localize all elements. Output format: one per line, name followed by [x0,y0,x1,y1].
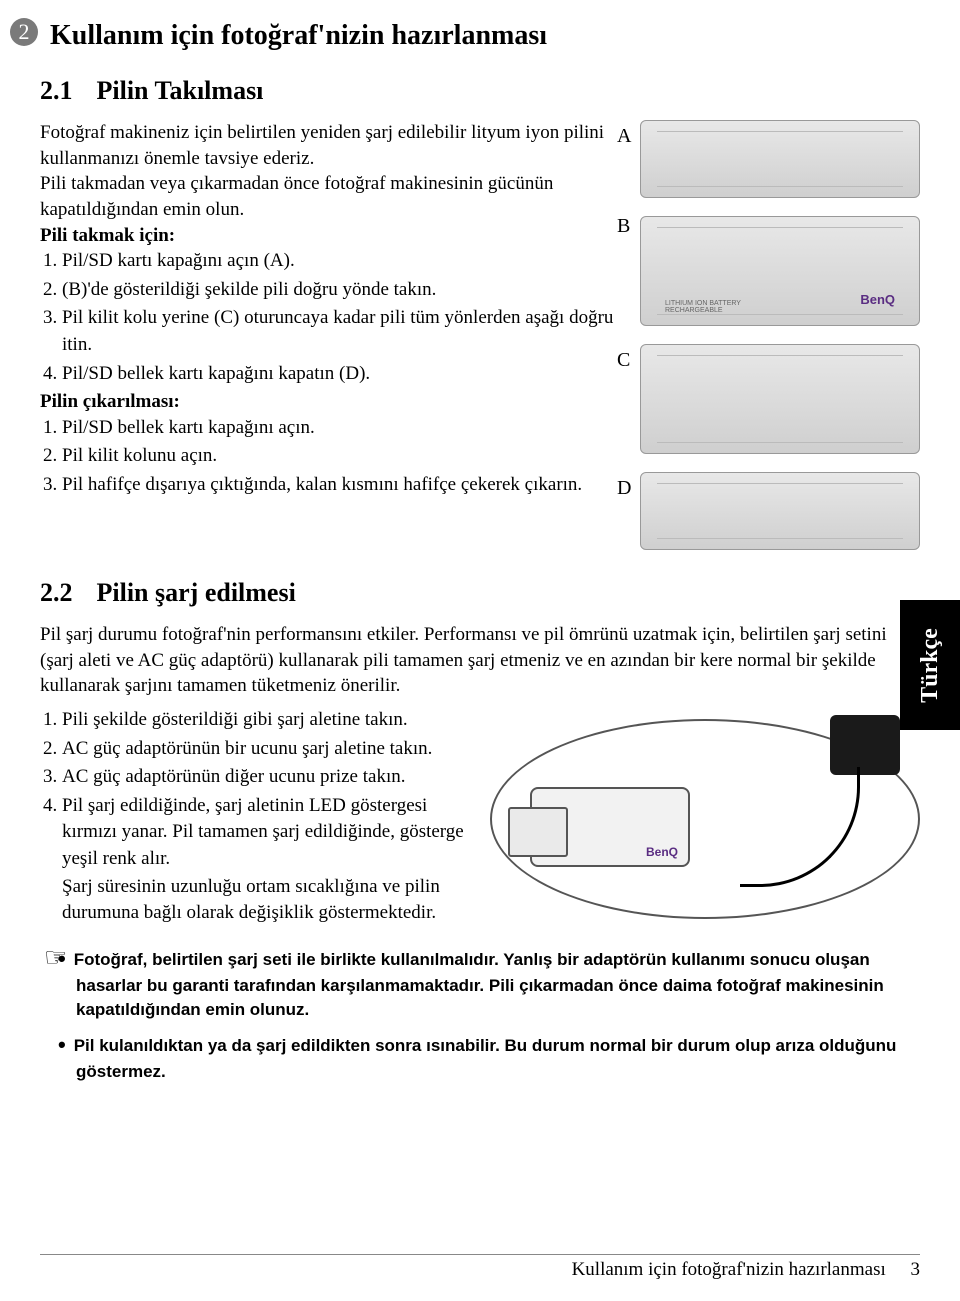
figure-label-c: C [617,349,630,372]
page-footer: Kullanım için fotoğraf'nizin hazırlanmas… [40,1254,920,1281]
section-heading-text: Pilin şarj edilmesi [97,578,296,607]
list-item: Pil/SD bellek kartı kapağını kapatın (D)… [62,361,622,388]
list-item: Pil kilit kolunu açın. [62,443,622,470]
intro-paragraph-1: Fotoğraf makineniz için belirtilen yenid… [40,120,622,171]
insert-heading: Pili takmak için: [40,223,622,249]
remove-steps-list: Pil/SD bellek kartı kapağını açın. Pil k… [62,415,622,499]
list-item: Pil/SD bellek kartı kapağını açın. [62,415,622,442]
battery-icon [508,807,568,857]
figure-label-a: A [617,125,631,148]
charge-steps-list: Pili şekilde gösterildiği gibi şarj alet… [62,707,470,873]
insert-steps-list: Pil/SD kartı kapağını açın (A). (B)'de g… [62,248,622,387]
section-2-2-title: 2.2 Pilin şarj edilmesi [40,578,920,608]
section-number: 2.1 [40,76,73,105]
list-item: Pili şekilde gösterildiği gibi şarj alet… [62,707,470,734]
intro-paragraph-2: Pili takmadan veya çıkarmadan önce fotoğ… [40,171,622,222]
list-item: Pil şarj edildiğinde, şarj aletinin LED … [62,793,470,873]
camera-figure-b: B BenQ LITHIUM ION BATTERYRECHARGEABLE [640,216,920,326]
remove-heading: Pilin çıkarılması: [40,389,622,415]
camera-figure-a: A [640,120,920,198]
battery-text: LITHIUM ION BATTERYRECHARGEABLE [665,300,741,315]
camera-figure-c: C [640,344,920,454]
list-item: AC güç adaptörünün bir ucunu şarj aletin… [62,736,470,763]
section-number: 2.2 [40,578,73,607]
charge-post-text: Şarj süresinin uzunluğu ortam sıcaklığın… [62,874,470,925]
language-tab-label: Türkçe [917,628,944,703]
notes-block: Fotoğraf, belirtilen şarj seti ile birli… [76,943,920,1084]
camera-figure-d: D [640,472,920,550]
footer-text: Kullanım için fotoğraf'nizin hazırlanmas… [572,1259,886,1280]
list-item: AC güç adaptörünün diğer ucunu prize tak… [62,764,470,791]
brand-label: BenQ [860,292,895,307]
charge-intro: Pil şarj durumu fotoğraf'nin performansı… [40,622,920,699]
figure-column: A B BenQ LITHIUM ION BATTERYRECHARGEABLE… [640,120,920,568]
figure-label-b: B [617,215,630,238]
section-heading-text: Pilin Takılması [97,76,264,105]
brand-label: BenQ [646,845,678,859]
list-item: Pil/SD kartı kapağını açın (A). [62,248,622,275]
page-number: 3 [911,1259,921,1280]
adapter-icon [830,715,900,775]
note-item: Fotoğraf, belirtilen şarj seti ile birli… [76,943,920,1021]
figure-label-d: D [617,477,631,500]
note-item: Pil kulanıldıktan ya da şarj edildikten … [76,1029,920,1084]
chapter-title: Kullanım için fotoğraf'nizin hazırlanmas… [50,20,920,52]
charger-figure: BenQ [490,707,920,937]
list-item: Pil kilit kolu yerine (C) oturuncaya kad… [62,305,622,358]
list-item: (B)'de gösterildiği şekilde pili doğru y… [62,277,622,304]
section-2-1-title: 2.1 Pilin Takılması [40,76,920,106]
list-item: Pil hafifçe dışarıya çıktığında, kalan k… [62,472,622,499]
chapter-number-badge: 2 [10,18,38,46]
